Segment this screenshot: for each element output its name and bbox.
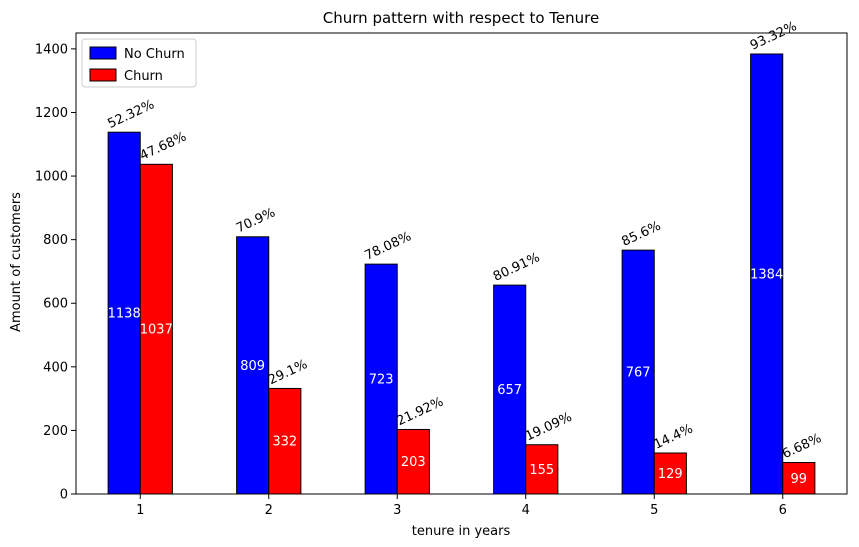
bar-churn: [396, 428, 430, 495]
bar-value-label: 1138: [108, 307, 141, 322]
x-tick-label: 4: [522, 503, 530, 518]
bar-value-label: 129: [658, 467, 683, 482]
bar-value-label: 332: [272, 435, 297, 450]
legend-swatch: [89, 46, 117, 60]
x-axis-label: tenure in years: [412, 524, 511, 539]
y-tick-label: 200: [43, 424, 68, 439]
y-tick-label: 1200: [35, 106, 68, 121]
y-axis-label: Amount of customers: [9, 192, 24, 332]
y-tick-label: 1400: [35, 42, 68, 57]
x-tick-label: 6: [779, 503, 787, 518]
bar-value-label: 99: [791, 472, 808, 487]
bar-value-label: 155: [529, 463, 554, 478]
legend-swatch: [89, 68, 117, 82]
x-tick-label: 2: [265, 503, 273, 518]
legend-label: No Churn: [124, 47, 185, 62]
bar-no-churn: [493, 284, 527, 495]
legend: No Churn Churn: [81, 38, 197, 88]
bar-churn: [782, 462, 816, 495]
y-tick-label: 1000: [35, 170, 68, 185]
x-tick-label: 1: [136, 503, 144, 518]
y-tick-label: 800: [43, 233, 68, 248]
bar-churn: [139, 163, 173, 495]
x-tick-label: 5: [650, 503, 658, 518]
y-tick-label: 0: [60, 488, 68, 503]
bar-churn: [525, 444, 559, 495]
bar-no-churn: [750, 53, 784, 495]
chart-title: Churn pattern with respect to Tenure: [323, 9, 599, 27]
y-tick-label: 400: [43, 360, 68, 375]
bar-no-churn: [621, 249, 655, 495]
bar-value-label: 767: [626, 366, 651, 381]
axes-group: 0 200 400 600 800 1000 1200 1400 1 2 3 4 5 6: [35, 42, 787, 518]
plot-frame: [75, 32, 848, 495]
bar-value-label: 203: [401, 455, 426, 470]
bar-no-churn: [364, 263, 398, 495]
bar-churn: [653, 452, 687, 495]
bar-value-label: 1037: [140, 323, 173, 338]
bar-value-label: 723: [369, 373, 394, 388]
plot-area: [75, 32, 848, 495]
bar-churn: [268, 387, 302, 495]
bar-no-churn: [236, 236, 270, 495]
bar-value-label: 809: [240, 359, 265, 374]
x-tick-label: 3: [393, 503, 401, 518]
bar-value-label: 1384: [750, 267, 783, 282]
bar-no-churn: [107, 131, 141, 495]
bars-group: [107, 53, 816, 495]
y-tick-label: 600: [43, 297, 68, 312]
bar-value-label: 657: [497, 383, 522, 398]
legend-label: Churn: [124, 69, 163, 84]
